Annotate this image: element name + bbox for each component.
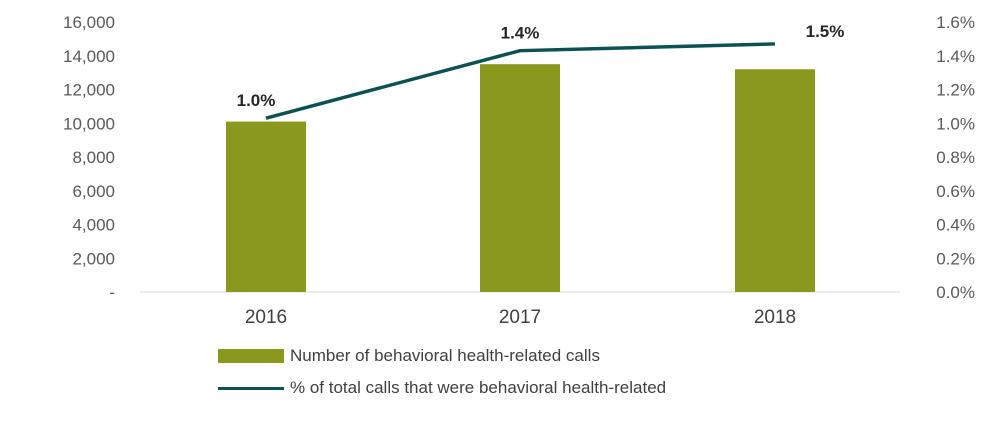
right-tick-label: 0.0% [936, 283, 975, 302]
combo-chart: - 2,000 4,000 6,000 8,000 10,000 12,000 14,000 1… [63, 13, 975, 328]
left-tick-label: 6,000 [72, 182, 115, 201]
line-series [265, 42, 776, 120]
legend-label-bar: Number of behavioral health-related call… [290, 346, 600, 365]
line-data-label: 1.4% [501, 24, 540, 43]
bar [735, 69, 815, 292]
left-tick-label: 4,000 [72, 216, 115, 235]
right-tick-label: 1.6% [936, 13, 975, 32]
line-data-labels: 1.0% 1.4% 1.5% [237, 22, 845, 110]
bar-series [226, 64, 815, 292]
legend: Number of behavioral health-related call… [218, 340, 666, 404]
right-tick-label: 1.4% [936, 47, 975, 66]
left-tick-label: 8,000 [72, 148, 115, 167]
legend-label-line: % of total calls that were behavioral he… [290, 378, 667, 397]
left-tick-label: 16,000 [63, 13, 115, 32]
x-axis-ticks: 2016 2017 2018 [245, 307, 796, 328]
line-data-label: 1.5% [806, 22, 845, 41]
line-path [265, 42, 776, 120]
left-axis-ticks: - 2,000 4,000 6,000 8,000 10,000 12,000 14,000 1… [63, 13, 115, 302]
left-tick-label: 2,000 [72, 249, 115, 268]
legend-swatch-line [218, 386, 284, 390]
right-tick-label: 0.8% [936, 148, 975, 167]
legend-item-line: % of total calls that were behavioral he… [218, 372, 666, 404]
right-tick-label: 1.2% [936, 81, 975, 100]
left-tick-label: 14,000 [63, 47, 115, 66]
x-tick-label: 2018 [754, 307, 796, 328]
right-tick-label: 0.4% [936, 216, 975, 235]
right-axis-ticks: 0.0% 0.2% 0.4% 0.6% 0.8% 1.0% 1.2% 1.4% 1.6% [936, 13, 975, 302]
x-tick-label: 2016 [245, 307, 287, 328]
bar [480, 64, 560, 292]
right-tick-label: 1.0% [936, 114, 975, 133]
legend-item-bar: Number of behavioral health-related call… [218, 340, 666, 372]
line-data-label: 1.0% [237, 91, 276, 110]
left-tick-label: 12,000 [63, 81, 115, 100]
right-tick-label: 0.6% [936, 182, 975, 201]
right-tick-label: 0.2% [936, 249, 975, 268]
x-tick-label: 2017 [499, 307, 541, 328]
left-tick-label: - [109, 283, 115, 302]
legend-swatch-bar [218, 349, 284, 363]
bar [226, 121, 306, 292]
left-tick-label: 10,000 [63, 114, 115, 133]
